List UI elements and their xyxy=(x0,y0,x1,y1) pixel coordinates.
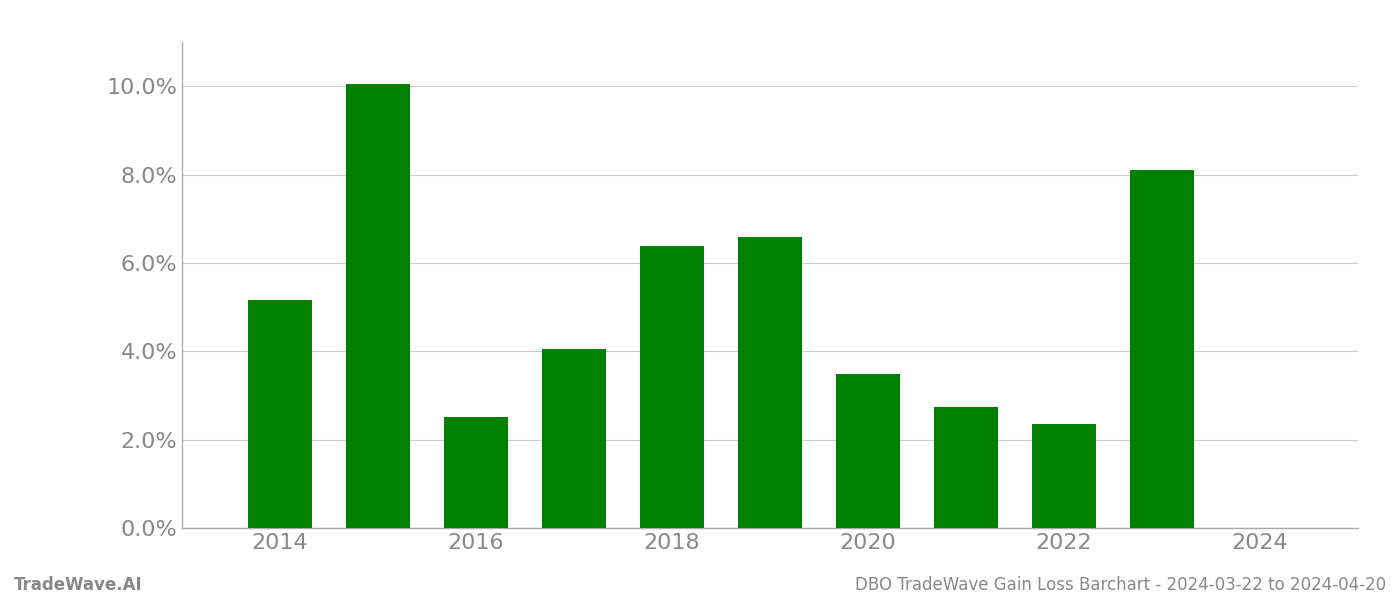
Bar xyxy=(836,374,900,528)
Bar xyxy=(640,246,704,528)
Text: DBO TradeWave Gain Loss Barchart - 2024-03-22 to 2024-04-20: DBO TradeWave Gain Loss Barchart - 2024-… xyxy=(855,576,1386,594)
Bar xyxy=(934,407,998,528)
Bar xyxy=(542,349,606,528)
Bar xyxy=(1032,424,1096,528)
Bar xyxy=(346,84,410,528)
Bar xyxy=(444,416,508,528)
Text: TradeWave.AI: TradeWave.AI xyxy=(14,576,143,594)
Bar xyxy=(248,301,312,528)
Bar xyxy=(738,237,802,528)
Bar xyxy=(1130,170,1194,528)
